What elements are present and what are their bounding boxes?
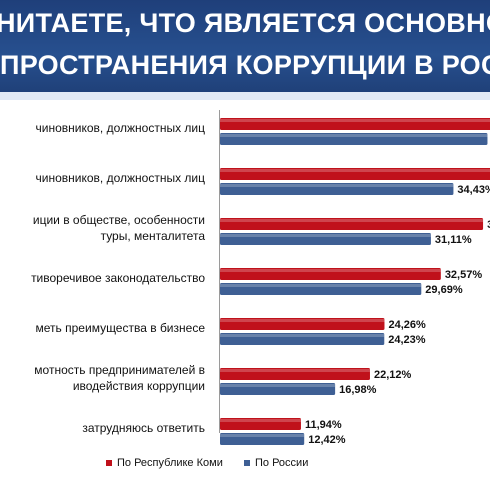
bar-republic-komi bbox=[220, 418, 301, 430]
bar-republic-komi bbox=[220, 168, 490, 180]
bar-chart: 39,45%434,43%38,80%31,11%32,57%29,69%24,… bbox=[219, 110, 490, 446]
bar-highlight-russia bbox=[220, 384, 336, 387]
bar-republic-komi bbox=[220, 218, 484, 230]
bar-republic-komi bbox=[220, 268, 441, 280]
bar-republic-komi bbox=[220, 318, 385, 330]
bar-highlight-russia bbox=[220, 434, 305, 437]
category-label-line: чиновников, должностных лиц bbox=[35, 120, 205, 135]
legend-item-russia: По России bbox=[244, 457, 308, 469]
bar-russia bbox=[220, 233, 431, 245]
bar-russia bbox=[220, 333, 385, 345]
data-label-russia: 31,11% bbox=[435, 234, 472, 246]
bar-russia bbox=[220, 283, 422, 295]
legend-label-republic-komi: По Республике Коми bbox=[117, 457, 223, 469]
bar-highlight-republic-komi bbox=[220, 269, 441, 272]
category-label: тиворечивое законодательство bbox=[31, 270, 205, 286]
category-label: затрудняюсь ответить bbox=[82, 420, 205, 436]
category-label: чиновников, должностных лиц bbox=[36, 170, 205, 186]
bar-highlight-russia bbox=[220, 134, 488, 137]
data-label-russia: 12,42% bbox=[308, 434, 346, 446]
category-label-line: тиворечивое законодательство bbox=[31, 270, 205, 285]
legend-item-republic-komi: По Республике Коми bbox=[106, 457, 223, 469]
legend-swatch-russia bbox=[244, 460, 250, 466]
chart-title-banner: НИТАЕТЕ, ЧТО ЯВЛЯЕТСЯ ОСНОВНОЙ П ПРОСТРА… bbox=[0, 0, 490, 100]
bar-republic-komi bbox=[220, 118, 490, 130]
bar-russia bbox=[220, 183, 454, 195]
category-label-line: чиновников, должностных лиц bbox=[35, 170, 205, 185]
category-label: мотность предпринимателей в иводействия к… bbox=[34, 362, 205, 394]
bar-highlight-republic-komi bbox=[220, 119, 490, 122]
category-label: чиновников, должностных лиц bbox=[36, 120, 205, 136]
chart-title-line-2: ПРОСТРАНЕНИЯ КОРРУПЦИИ В РОСС bbox=[0, 50, 490, 80]
chart-title-line-1: НИТАЕТЕ, ЧТО ЯВЛЯЕТСЯ ОСНОВНОЙ П bbox=[0, 8, 490, 38]
bar-highlight-russia bbox=[220, 184, 454, 187]
category-label-line: иции в обществе, особенности bbox=[32, 212, 205, 227]
category-label: меть преимущества в бизнесе bbox=[36, 320, 205, 336]
category-label-line: мотность предпринимателей в bbox=[34, 362, 205, 377]
data-label-russia: 24,23% bbox=[388, 334, 426, 346]
data-label-republic-komi: 11,94% bbox=[305, 419, 342, 431]
data-label-republic-komi: 38,80% bbox=[487, 219, 490, 231]
bar-republic-komi bbox=[220, 368, 370, 380]
bar-highlight-russia bbox=[220, 334, 385, 337]
bar-highlight-republic-komi bbox=[220, 369, 370, 372]
data-label-republic-komi: 24,26% bbox=[388, 319, 426, 331]
category-label-line: затрудняюсь ответить bbox=[82, 420, 205, 435]
data-label-republic-komi: 32,57% bbox=[445, 269, 483, 281]
title-underline-band bbox=[0, 92, 490, 100]
category-label-line: туры, менталитета bbox=[100, 228, 205, 243]
category-label: иции в обществе, особенности туры, ментал… bbox=[33, 212, 205, 244]
bar-russia bbox=[220, 383, 336, 395]
bar-highlight-republic-komi bbox=[220, 219, 484, 222]
bar-russia bbox=[220, 433, 305, 445]
data-label-russia: 29,69% bbox=[425, 284, 463, 296]
bar-highlight-russia bbox=[220, 234, 431, 237]
data-label-republic-komi: 22,12% bbox=[374, 369, 412, 381]
bar-highlight-russia bbox=[220, 284, 422, 287]
data-label-russia: 34,43% bbox=[457, 184, 490, 196]
data-label-russia: 16,98% bbox=[339, 384, 377, 396]
legend-swatch-republic-komi bbox=[106, 460, 112, 466]
category-label-line: иводействия коррупции bbox=[72, 378, 205, 393]
bar-highlight-republic-komi bbox=[220, 319, 385, 322]
category-label-line: меть преимущества в бизнесе bbox=[35, 320, 205, 335]
legend-label-russia: По России bbox=[255, 457, 309, 469]
bar-highlight-republic-komi bbox=[220, 419, 301, 422]
bar-russia bbox=[220, 133, 488, 145]
bar-highlight-republic-komi bbox=[220, 169, 490, 172]
